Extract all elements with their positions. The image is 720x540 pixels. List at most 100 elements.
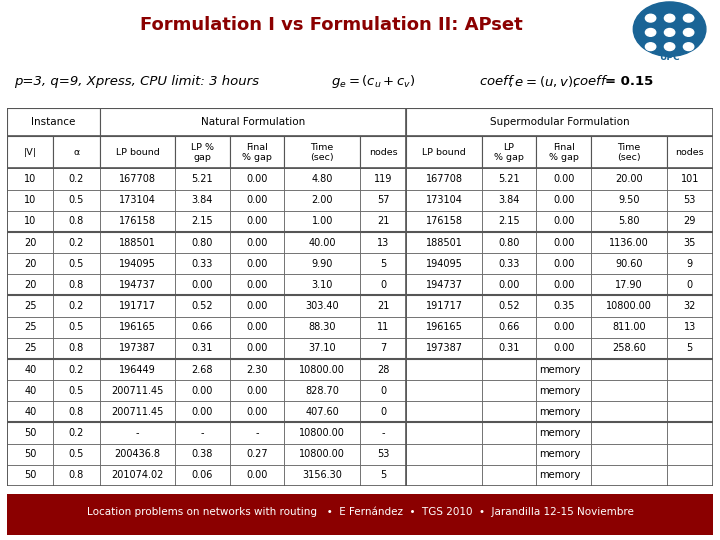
Bar (591, 338, 667, 359)
Text: 101: 101 (680, 174, 699, 184)
Text: 0.31: 0.31 (192, 343, 213, 353)
Bar (53, 253, 99, 274)
Bar (284, 401, 360, 422)
Text: 0.66: 0.66 (498, 322, 520, 332)
Bar (7, 444, 53, 465)
Text: memory: memory (539, 428, 580, 438)
Text: 194737: 194737 (426, 280, 462, 290)
Bar (99, 359, 175, 380)
Bar (230, 232, 284, 253)
Text: 196165: 196165 (119, 322, 156, 332)
Text: 0.06: 0.06 (192, 470, 213, 481)
Bar (482, 338, 536, 359)
Bar (284, 422, 360, 444)
Text: 0.2: 0.2 (69, 238, 84, 247)
Bar (591, 232, 667, 253)
Bar (230, 338, 284, 359)
Bar (667, 295, 713, 316)
Bar (406, 168, 482, 190)
Bar (53, 359, 99, 380)
Bar (591, 190, 667, 211)
Text: 176158: 176158 (426, 217, 462, 226)
Bar (406, 465, 482, 486)
Text: 1.00: 1.00 (312, 217, 333, 226)
Text: 0.00: 0.00 (246, 238, 268, 247)
Bar (230, 211, 284, 232)
Text: 191717: 191717 (119, 301, 156, 311)
Text: Formulation I vs Formulation II: APset: Formulation I vs Formulation II: APset (140, 16, 523, 34)
Bar (482, 232, 536, 253)
Bar (7, 380, 53, 401)
Text: 21: 21 (377, 301, 390, 311)
Bar (667, 190, 713, 211)
Text: 176158: 176158 (119, 217, 156, 226)
Bar (667, 211, 713, 232)
Text: 197387: 197387 (426, 343, 462, 353)
Bar (284, 359, 360, 380)
Bar (406, 211, 482, 232)
Bar (7, 359, 53, 380)
Text: Time
(sec): Time (sec) (310, 143, 334, 162)
Bar (406, 422, 482, 444)
Text: 0.2: 0.2 (69, 364, 84, 375)
Bar (175, 338, 230, 359)
FancyBboxPatch shape (536, 137, 591, 168)
Text: 0.80: 0.80 (192, 238, 213, 247)
Bar (406, 401, 482, 422)
Bar (7, 316, 53, 338)
Bar (284, 232, 360, 253)
Bar (667, 232, 713, 253)
Text: 2.15: 2.15 (192, 217, 213, 226)
Text: 3.84: 3.84 (498, 195, 520, 205)
Bar (284, 380, 360, 401)
Text: 53: 53 (683, 195, 696, 205)
Text: |V|: |V| (24, 148, 37, 157)
Text: -: - (135, 428, 139, 438)
Text: 13: 13 (683, 322, 696, 332)
Text: Location problems on networks with routing   •  E Fernández  •  TGS 2010  •  Jar: Location problems on networks with routi… (86, 507, 634, 517)
FancyBboxPatch shape (7, 137, 53, 168)
Bar (99, 274, 175, 295)
Text: 2.00: 2.00 (312, 195, 333, 205)
Text: 5: 5 (687, 343, 693, 353)
Text: 173104: 173104 (426, 195, 462, 205)
Bar (591, 380, 667, 401)
Bar (7, 253, 53, 274)
Text: -: - (382, 428, 385, 438)
Bar (591, 422, 667, 444)
Bar (360, 211, 406, 232)
Text: 9.90: 9.90 (312, 259, 333, 269)
Circle shape (683, 14, 694, 22)
Text: 25: 25 (24, 301, 37, 311)
Bar (482, 380, 536, 401)
Bar (667, 422, 713, 444)
Text: 0.00: 0.00 (553, 280, 575, 290)
Text: 0.5: 0.5 (69, 259, 84, 269)
Text: 188501: 188501 (119, 238, 156, 247)
Text: 194095: 194095 (119, 259, 156, 269)
Bar (99, 190, 175, 211)
FancyBboxPatch shape (53, 137, 99, 168)
Bar (360, 380, 406, 401)
Text: 191717: 191717 (426, 301, 462, 311)
Bar (53, 338, 99, 359)
Bar (175, 316, 230, 338)
Text: $, e=(u,v);$: $, e=(u,v);$ (508, 74, 577, 89)
Bar (591, 401, 667, 422)
Bar (482, 359, 536, 380)
Text: 20: 20 (24, 238, 37, 247)
Text: α: α (73, 148, 80, 157)
Text: 0.35: 0.35 (553, 301, 575, 311)
Text: 0.2: 0.2 (69, 428, 84, 438)
Text: 0.80: 0.80 (498, 238, 520, 247)
Text: 0.00: 0.00 (246, 259, 268, 269)
Bar (536, 295, 591, 316)
Text: 811.00: 811.00 (612, 322, 646, 332)
Text: 3156.30: 3156.30 (302, 470, 342, 481)
Circle shape (645, 43, 656, 51)
Text: 0: 0 (380, 280, 386, 290)
Bar (406, 316, 482, 338)
Text: 407.60: 407.60 (305, 407, 339, 417)
Text: 0.00: 0.00 (246, 174, 268, 184)
Text: 57: 57 (377, 195, 390, 205)
